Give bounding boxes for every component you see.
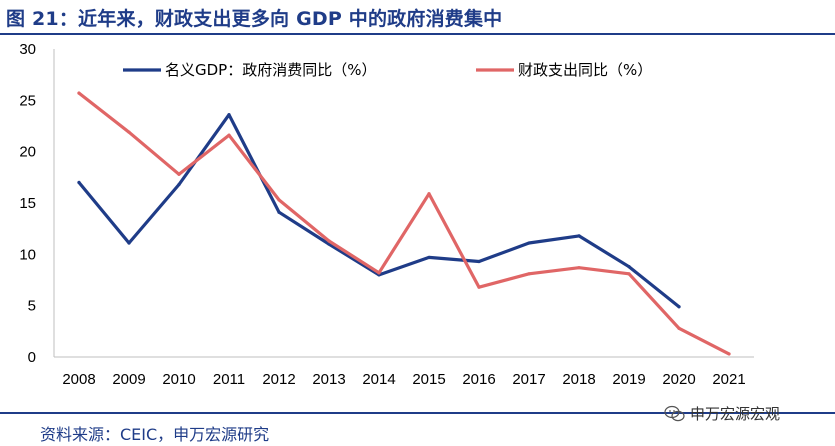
legend: 名义GDP：政府消费同比（%） 财政支出同比（%）	[123, 61, 652, 79]
watermark: 申万宏源宏观	[664, 403, 780, 424]
y-tick-label: 15	[19, 195, 36, 212]
data-point	[127, 241, 131, 245]
wechat-icon	[664, 405, 685, 421]
data-point	[227, 133, 231, 137]
data-point	[527, 272, 531, 276]
y-tick-label: 25	[19, 92, 36, 109]
data-point	[377, 271, 381, 275]
data-point	[727, 352, 731, 356]
x-tick-labels: 2008 2009 2010 2011 2012 2013 2014 2015 2016 2017…	[62, 371, 745, 388]
x-tick-label: 2018	[562, 371, 595, 388]
chart-axes	[53, 49, 754, 358]
series-lines	[77, 91, 731, 356]
y-tick-label: 5	[28, 298, 36, 315]
data-point	[277, 210, 281, 214]
legend-label: 财政支出同比（%）	[518, 61, 652, 79]
data-point	[577, 234, 581, 238]
source-note: 资料来源：CEIC，申万宏源研究	[40, 425, 270, 444]
data-point	[77, 91, 81, 95]
data-point	[627, 272, 631, 276]
data-point	[427, 192, 431, 196]
data-point	[177, 172, 181, 176]
x-tick-label: 2020	[662, 371, 695, 388]
data-point	[177, 182, 181, 187]
x-tick-label: 2009	[112, 371, 145, 388]
chart-title: 图 21：近年来，财政支出更多向 GDP 中的政府消费集中	[6, 8, 503, 30]
x-tick-label: 2010	[162, 371, 195, 388]
y-tick-labels: 0 5 10 15 20 25 30	[19, 41, 36, 366]
data-point	[527, 241, 531, 245]
y-tick-label: 20	[19, 144, 36, 161]
x-tick-label: 2011	[213, 371, 245, 388]
x-tick-label: 2013	[312, 371, 345, 388]
x-tick-label: 2008	[62, 371, 95, 388]
x-tick-label: 2012	[262, 371, 295, 388]
data-point	[677, 326, 681, 330]
series-line-fiscal-expenditure	[77, 91, 731, 356]
y-tick-label: 30	[19, 41, 36, 58]
data-point	[77, 180, 81, 185]
data-point	[277, 198, 281, 202]
data-point	[227, 113, 231, 117]
data-point	[477, 285, 481, 289]
y-tick-label: 10	[19, 246, 36, 263]
data-point	[577, 266, 581, 270]
data-point	[427, 255, 431, 260]
x-tick-label: 2019	[612, 371, 645, 388]
x-tick-label: 2015	[412, 371, 445, 388]
series-line-gov-consumption	[77, 113, 681, 309]
y-tick-label: 0	[28, 349, 36, 366]
legend-label: 名义GDP：政府消费同比（%）	[165, 61, 376, 79]
x-tick-label: 2014	[362, 371, 395, 388]
x-tick-label: 2021	[712, 371, 745, 388]
data-point	[327, 239, 331, 243]
x-tick-label: 2017	[512, 371, 545, 388]
watermark-text: 申万宏源宏观	[690, 405, 781, 423]
data-point	[627, 265, 631, 269]
footer-divider	[0, 412, 835, 414]
data-point	[477, 259, 481, 264]
data-point	[677, 305, 681, 309]
title-divider	[0, 33, 835, 35]
data-point	[127, 130, 131, 134]
x-tick-label: 2016	[462, 371, 495, 388]
